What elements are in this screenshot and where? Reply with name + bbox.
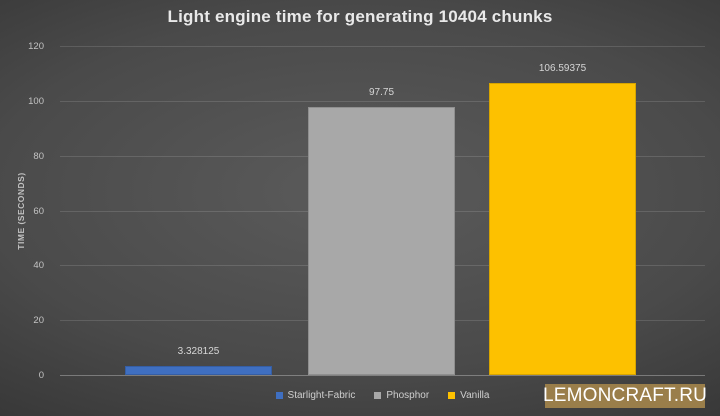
y-tick-label-40: 40 — [33, 260, 44, 272]
legend: Starlight-Fabric Phosphor Vanilla — [60, 388, 705, 402]
y-tick-label-0: 0 — [38, 370, 44, 381]
gridline-y-100 — [60, 100, 705, 102]
legend-item-phosphor: Phosphor — [374, 390, 429, 401]
y-tick-label-120: 120 — [28, 41, 44, 52]
y-axis-tick-labels: 0 20 40 60 80 100 120 — [0, 41, 50, 381]
legend-swatch-icon — [448, 391, 456, 399]
gridline-y-120 — [60, 46, 705, 47]
legend-label: Vanilla — [460, 389, 490, 401]
legend-swatch-icon — [275, 391, 283, 399]
chart-title: Light engine time for generating 10404 c… — [167, 7, 553, 26]
legend-label: Phosphor — [386, 389, 430, 401]
gridline-y-0 — [60, 375, 705, 376]
legend-swatch-icon — [374, 391, 382, 399]
legend-item-vanilla: Vanilla — [448, 390, 489, 401]
watermark: LEMONCRAFT.RU — [542, 384, 708, 408]
legend-item-starlight-fabric: Starlight-Fabric — [275, 389, 356, 401]
value-label-vanilla: 106.59375 — [538, 62, 587, 74]
bar-starlight-fabric — [125, 365, 272, 375]
plot-area: 3.328125 97.75 106.59375 — [60, 46, 705, 376]
legend-label: Starlight-Fabric — [287, 389, 356, 401]
value-label-starlight-fabric: 3.328125 — [177, 345, 220, 357]
y-tick-label-80: 80 — [33, 150, 44, 162]
y-tick-label-20: 20 — [33, 315, 44, 327]
y-tick-label-100: 100 — [28, 95, 44, 107]
value-label-phosphor: 97.75 — [368, 87, 395, 99]
bar-phosphor — [308, 107, 455, 375]
bar-vanilla — [489, 82, 636, 375]
y-tick-label-60: 60 — [33, 205, 44, 217]
